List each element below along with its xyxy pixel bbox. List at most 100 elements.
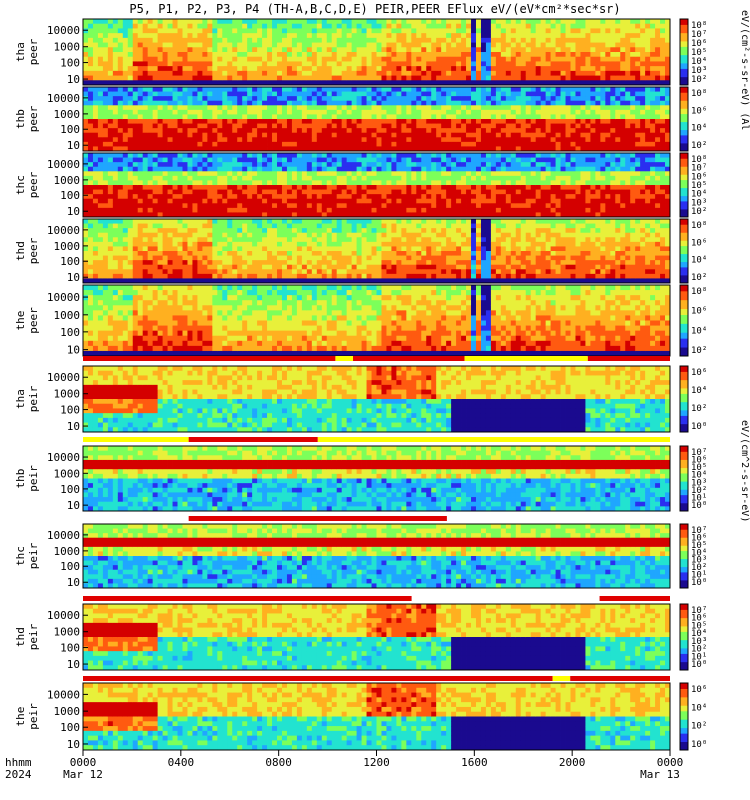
spectrogram-cell (371, 137, 377, 143)
spectrogram-cell (555, 132, 561, 138)
spectrogram-cell (500, 171, 507, 177)
spectrogram-cell (202, 114, 208, 120)
spectrogram-cell (406, 153, 412, 158)
spectrogram-cell (411, 96, 417, 102)
spectrogram-cell (655, 37, 661, 43)
spectrogram-cell (550, 47, 556, 53)
spectrogram-cell (625, 91, 631, 97)
spectrogram-cell (585, 146, 591, 152)
spectrogram-cell (366, 207, 372, 213)
spectrogram-cell (381, 123, 387, 129)
colorbar-segment (680, 38, 688, 42)
spectrogram-cell (172, 37, 178, 43)
spectrogram-cell (625, 137, 631, 143)
spectrogram-cell (381, 80, 387, 86)
spectrogram-cell (401, 47, 407, 53)
spectrogram-cell (590, 198, 596, 204)
spectrogram-cell (122, 47, 129, 53)
spectrogram-cell (227, 80, 233, 86)
spectrogram-cell (461, 100, 467, 106)
spectrogram-cell (416, 96, 422, 102)
spectrogram-cell (202, 185, 208, 190)
spectrogram-cell (112, 153, 119, 158)
spectrogram-cell (147, 185, 154, 190)
spectrogram-cell (660, 119, 666, 124)
spectrogram-cell (167, 23, 173, 29)
spectrogram-cell (500, 52, 507, 58)
spectrogram-cell (257, 157, 263, 163)
spectrogram-cell (346, 137, 353, 143)
spectrogram-cell (620, 42, 626, 48)
spectrogram-cell (247, 162, 253, 168)
y-tick-label: 1000 (54, 41, 81, 54)
spectrogram-cell (267, 212, 273, 218)
spectrogram-cell (197, 80, 203, 86)
spectrogram-cell (456, 189, 462, 195)
spectrogram-cell (306, 175, 313, 181)
spectrogram-cell (361, 123, 367, 129)
spectrogram-cell (431, 75, 437, 81)
spectrogram-cell (202, 132, 208, 138)
spectrogram-cell (431, 19, 437, 25)
spectrogram-cell (645, 66, 651, 72)
spectrogram-cell (510, 162, 517, 168)
spectrogram-cell (640, 171, 646, 177)
spectrogram-cell (132, 203, 139, 209)
spectrogram-cell (640, 52, 646, 58)
spectrogram-cell (232, 180, 238, 186)
spectrogram-cell (346, 105, 353, 111)
spectrogram-cell (272, 70, 278, 76)
spectrogram-cell (87, 198, 94, 204)
spectrogram-cell (451, 137, 457, 143)
spectrogram-cell (137, 91, 144, 97)
spectrogram-cell (475, 70, 482, 76)
spectrogram-cell (247, 100, 253, 106)
spectrogram-cell (167, 123, 173, 129)
spectrogram-cell (500, 185, 507, 190)
spectrogram-cell (252, 114, 258, 120)
spectrogram-cell (590, 153, 596, 158)
spectrogram-cell (137, 141, 144, 147)
spectrogram-cell (142, 132, 149, 138)
spectrogram-cell (351, 52, 357, 58)
spectrogram-cell (386, 212, 392, 218)
spectrogram-cell (117, 175, 124, 181)
spectrogram-cell (286, 171, 293, 177)
spectrogram-cell (630, 128, 636, 134)
spectrogram-cell (286, 37, 293, 43)
colorbar-segment (680, 74, 688, 78)
spectrogram-cell (157, 75, 163, 81)
spectrogram-cell (416, 180, 422, 186)
spectrogram-cell (227, 56, 233, 62)
spectrogram-cell (510, 180, 517, 186)
spectrogram-cell (316, 128, 323, 134)
spectrogram-cell (575, 166, 581, 172)
spectrogram-cell (172, 175, 178, 181)
spectrogram-cell (640, 66, 646, 72)
spectrogram-cell (326, 56, 333, 62)
spectrogram-cell (286, 132, 293, 138)
spectrogram-cell (227, 132, 233, 138)
spectrogram-cell (192, 194, 198, 200)
spectrogram-cell (262, 70, 268, 76)
spectrogram-cell (376, 175, 382, 181)
spectrogram-cell (625, 153, 631, 158)
spectrogram-cell (212, 146, 218, 152)
spectrogram-cell (117, 61, 124, 67)
spectrogram-cell (446, 96, 452, 102)
spectrogram-cell (490, 100, 497, 106)
spectrogram-cell (142, 175, 149, 181)
spectrogram-cell (361, 105, 367, 111)
spectrogram-cell (416, 28, 422, 34)
spectrogram-cell (456, 132, 462, 138)
spectrogram-cell (157, 198, 163, 204)
spectrogram-cell (625, 141, 631, 147)
spectrogram-cell (351, 153, 357, 158)
spectrogram-cell (635, 128, 641, 134)
spectrogram-cell (426, 171, 432, 177)
spectrogram-cell (207, 28, 213, 34)
spectrogram-cell (376, 123, 382, 129)
spectrogram-cell (505, 33, 512, 39)
spectrogram-cell (281, 212, 288, 218)
spectrogram-cell (83, 175, 89, 181)
